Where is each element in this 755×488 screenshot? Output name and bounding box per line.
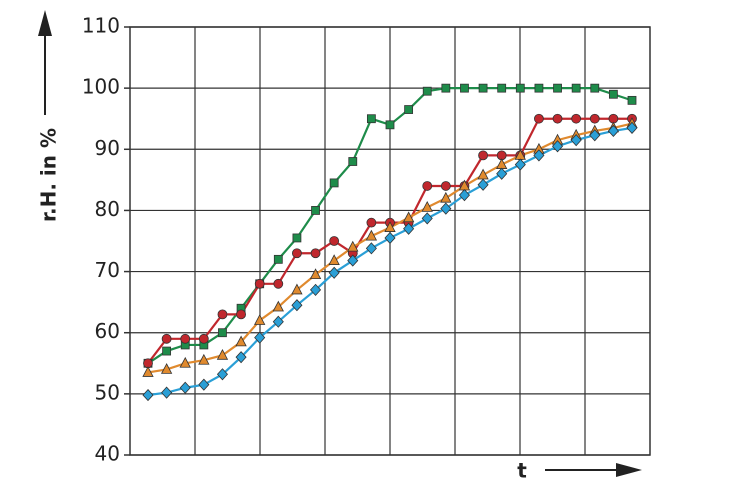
marker bbox=[570, 134, 582, 147]
y-tick-label: 110 bbox=[82, 14, 120, 38]
marker bbox=[309, 283, 322, 297]
marker bbox=[142, 388, 154, 402]
marker bbox=[404, 105, 414, 114]
marker bbox=[552, 113, 563, 124]
marker bbox=[180, 333, 191, 344]
y-tick-label: 100 bbox=[82, 75, 120, 99]
marker bbox=[421, 201, 433, 212]
marker bbox=[607, 124, 619, 138]
y-axis-label: r.H. in % bbox=[37, 128, 61, 222]
marker bbox=[198, 353, 210, 365]
marker bbox=[385, 120, 395, 130]
marker bbox=[235, 335, 247, 347]
marker bbox=[218, 328, 227, 338]
x-arrow-head bbox=[616, 463, 642, 477]
marker bbox=[460, 83, 469, 93]
marker bbox=[422, 86, 432, 96]
marker bbox=[160, 363, 173, 374]
marker bbox=[384, 221, 396, 232]
marker bbox=[347, 240, 359, 252]
marker bbox=[627, 95, 637, 105]
marker bbox=[292, 248, 302, 259]
y-tick-label: 50 bbox=[95, 380, 120, 404]
marker bbox=[179, 381, 191, 394]
marker bbox=[217, 309, 228, 320]
marker bbox=[477, 178, 489, 191]
marker bbox=[478, 83, 488, 93]
marker bbox=[571, 83, 581, 93]
x-axis-label: t bbox=[517, 459, 527, 483]
marker bbox=[254, 314, 266, 325]
marker bbox=[161, 386, 173, 399]
marker bbox=[440, 202, 452, 215]
marker bbox=[590, 83, 600, 93]
marker bbox=[273, 278, 284, 289]
marker bbox=[589, 129, 601, 142]
marker bbox=[421, 212, 433, 225]
marker bbox=[291, 283, 303, 295]
marker bbox=[236, 309, 246, 320]
marker bbox=[534, 113, 544, 124]
marker bbox=[198, 333, 209, 344]
y-tick-label: 60 bbox=[95, 319, 120, 343]
marker bbox=[589, 113, 600, 124]
marker bbox=[329, 236, 340, 246]
marker bbox=[348, 157, 358, 166]
marker bbox=[328, 266, 340, 279]
y-arrow-head bbox=[38, 10, 52, 36]
y-tick-label: 90 bbox=[95, 136, 120, 160]
marker bbox=[142, 366, 154, 377]
marker bbox=[422, 181, 433, 191]
marker bbox=[496, 167, 508, 180]
marker bbox=[551, 140, 564, 153]
marker bbox=[533, 149, 545, 162]
marker bbox=[366, 114, 376, 124]
marker bbox=[254, 331, 266, 344]
marker bbox=[162, 346, 172, 356]
marker bbox=[515, 83, 525, 93]
marker bbox=[458, 189, 471, 202]
marker bbox=[366, 217, 377, 228]
marker bbox=[311, 206, 320, 215]
marker bbox=[179, 356, 191, 368]
marker bbox=[292, 233, 302, 243]
marker bbox=[198, 378, 210, 391]
marker bbox=[440, 181, 451, 191]
marker bbox=[309, 268, 322, 280]
marker bbox=[440, 191, 452, 203]
marker bbox=[329, 178, 339, 188]
y-tick-label: 70 bbox=[95, 258, 120, 282]
marker bbox=[216, 348, 229, 360]
marker bbox=[254, 278, 265, 289]
marker bbox=[553, 83, 562, 93]
marker bbox=[497, 83, 507, 93]
marker bbox=[384, 231, 396, 245]
marker bbox=[626, 121, 638, 134]
plot-frame bbox=[129, 26, 651, 456]
marker bbox=[328, 254, 340, 265]
marker bbox=[608, 89, 618, 99]
marker bbox=[272, 315, 284, 328]
marker bbox=[235, 351, 247, 364]
marker bbox=[441, 83, 451, 93]
marker bbox=[403, 222, 415, 235]
marker bbox=[216, 368, 229, 381]
marker bbox=[365, 229, 378, 241]
marker bbox=[534, 83, 544, 93]
marker bbox=[161, 333, 172, 344]
marker bbox=[291, 299, 303, 312]
marker bbox=[514, 158, 526, 171]
marker bbox=[272, 300, 284, 312]
y-tick-label: 80 bbox=[95, 197, 120, 221]
marker bbox=[310, 248, 321, 259]
marker bbox=[402, 211, 415, 223]
y-tick-label: 40 bbox=[95, 442, 120, 466]
marker bbox=[347, 254, 359, 267]
marker bbox=[273, 254, 283, 264]
marker bbox=[571, 113, 582, 124]
marker bbox=[478, 150, 488, 161]
marker bbox=[365, 242, 377, 255]
